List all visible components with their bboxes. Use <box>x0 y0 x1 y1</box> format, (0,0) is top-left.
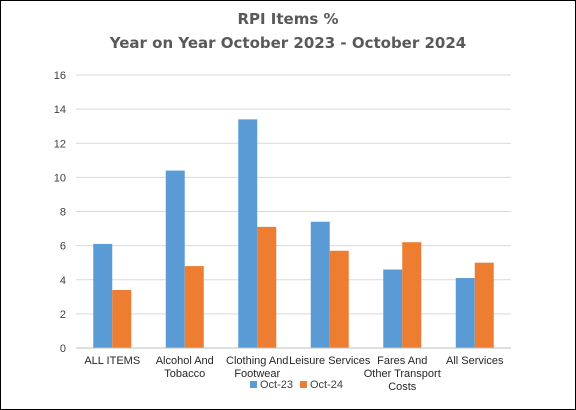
y-tick-label: 16 <box>54 70 66 82</box>
x-category-label: Clothing And Footwear <box>226 355 288 380</box>
bar-oct-23 <box>310 221 330 348</box>
bar-oct-23 <box>93 243 113 348</box>
bar-oct-24 <box>184 266 204 348</box>
bar-oct-23 <box>238 119 258 348</box>
bar-oct-23 <box>165 170 185 348</box>
legend-label: Oct-24 <box>310 379 343 391</box>
bar-oct-24 <box>329 250 349 348</box>
bar-oct-23 <box>383 269 403 348</box>
y-tick-label: 0 <box>60 343 66 355</box>
x-category-label: Alcohol And Tobacco <box>156 355 214 380</box>
y-tick-label: 8 <box>60 207 66 219</box>
y-tick-label: 12 <box>54 138 66 150</box>
bar-oct-24 <box>112 289 132 348</box>
x-category-label: Fares And Other Transport Costs <box>364 355 441 393</box>
chart-title: RPI Items % <box>237 10 339 28</box>
bar-oct-23 <box>455 278 475 348</box>
x-category-label: All Services <box>446 355 504 367</box>
y-tick-label: 14 <box>54 104 66 116</box>
x-category-label: Leisure Services <box>289 355 371 367</box>
y-tick-label: 4 <box>60 275 66 287</box>
x-category-label: ALL ITEMS <box>84 355 140 367</box>
bar-oct-24 <box>257 226 277 348</box>
y-tick-label: 10 <box>54 172 66 184</box>
legend-swatch <box>250 381 257 388</box>
y-tick-label: 6 <box>60 241 66 253</box>
bar-oct-24 <box>474 262 494 348</box>
bar-oct-24 <box>402 242 422 348</box>
legend-swatch <box>300 381 307 388</box>
y-tick-label: 2 <box>60 309 66 321</box>
chart-subtitle: Year on Year October 2023 - October 2024 <box>109 34 467 52</box>
legend-label: Oct-23 <box>260 379 293 391</box>
